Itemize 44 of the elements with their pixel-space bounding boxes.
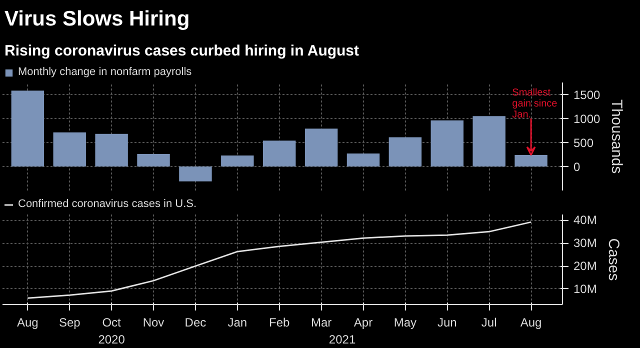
x-tick-label: Oct bbox=[102, 316, 122, 330]
bar bbox=[430, 120, 464, 166]
x-tick-label: Feb bbox=[269, 316, 290, 330]
line-series bbox=[26, 221, 532, 299]
y-tick-label: 30M bbox=[574, 236, 597, 250]
y-tick-label: 0 bbox=[574, 160, 580, 174]
x-tick-label: Apr bbox=[354, 316, 373, 330]
bar bbox=[262, 140, 296, 166]
legend-label: Confirmed coronavirus cases in U.S. bbox=[18, 198, 197, 210]
bar bbox=[304, 128, 338, 166]
x-tick-label: Mar bbox=[310, 316, 332, 330]
x-tick-label: Nov bbox=[142, 316, 164, 330]
bar bbox=[514, 154, 548, 166]
y-tick-label: 10M bbox=[574, 282, 597, 296]
x-tick-label: May bbox=[394, 316, 417, 330]
y-tick-label: 500 bbox=[574, 136, 594, 150]
chart-title: Virus Slows Hiring bbox=[4, 8, 190, 30]
bar bbox=[346, 154, 380, 166]
y-axis-title: Thousands bbox=[608, 99, 626, 174]
bar bbox=[11, 90, 44, 166]
bar bbox=[95, 134, 128, 166]
x-tick-label: Aug bbox=[16, 316, 38, 330]
y-tick-label: 1500 bbox=[574, 88, 601, 102]
x-tick-label: Dec bbox=[184, 316, 206, 330]
x-tick-label: Jan bbox=[228, 316, 248, 330]
legend-label: Monthly change in nonfarm payrolls bbox=[18, 66, 192, 78]
y-axis-title: Cases bbox=[604, 238, 622, 281]
x-tick-label: Sep bbox=[58, 316, 81, 330]
bar bbox=[137, 154, 170, 166]
text: 2021 bbox=[328, 332, 356, 346]
x-tick-label: Jul bbox=[481, 316, 497, 330]
y-tick-label: 1000 bbox=[574, 112, 601, 126]
y-tick-label: 40M bbox=[574, 213, 597, 228]
chart-subtitle: Rising coronavirus cases curbed hiring in August bbox=[4, 42, 360, 60]
bar bbox=[179, 166, 212, 182]
bar bbox=[472, 116, 506, 166]
x-tick-label: Jun bbox=[437, 316, 457, 330]
bar bbox=[221, 155, 254, 166]
text: 2020 bbox=[98, 332, 126, 346]
x-tick-label: Aug bbox=[520, 316, 542, 330]
bar bbox=[388, 137, 422, 166]
bar bbox=[53, 132, 86, 166]
y-tick-label: 20M bbox=[574, 259, 597, 274]
annotation: Smallest gain since Jan. bbox=[512, 87, 558, 120]
